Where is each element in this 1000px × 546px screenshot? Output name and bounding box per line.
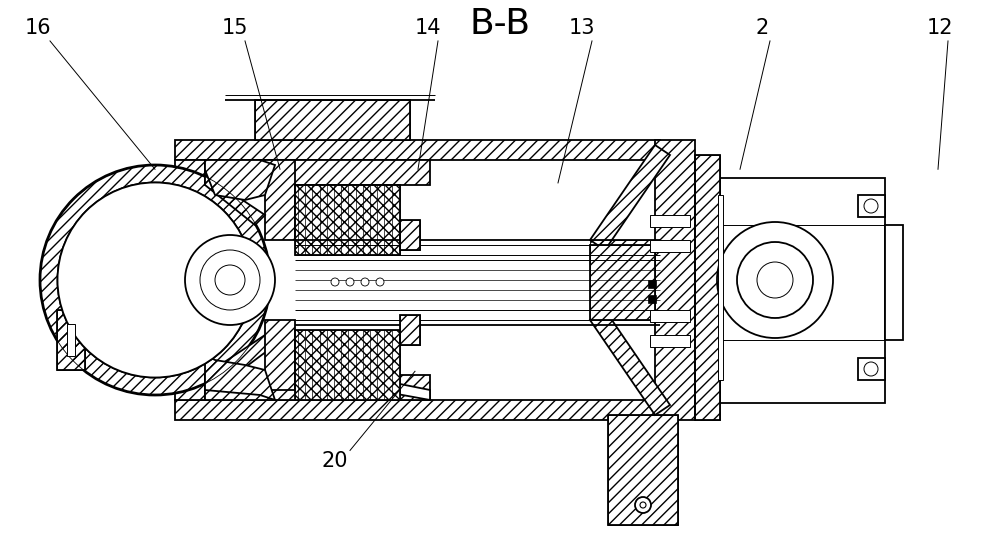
Polygon shape	[655, 140, 695, 420]
Polygon shape	[205, 175, 265, 225]
Bar	[650, 310, 690, 322]
Bar	[295, 330, 400, 400]
Bar	[57, 310, 85, 370]
Polygon shape	[590, 145, 670, 250]
Text: 2: 2	[755, 19, 769, 38]
Circle shape	[346, 278, 354, 286]
Bar	[400, 315, 420, 345]
Bar	[608, 415, 678, 525]
Bar	[295, 330, 400, 400]
Text: B-B: B-B	[470, 7, 530, 41]
Bar	[858, 358, 885, 380]
Circle shape	[361, 278, 369, 286]
Bar	[255, 100, 410, 140]
Bar	[885, 225, 903, 340]
Circle shape	[200, 250, 260, 310]
Bar	[400, 220, 420, 250]
Bar	[858, 195, 885, 217]
Text: 12: 12	[927, 19, 953, 38]
Text: 15: 15	[222, 19, 248, 38]
Circle shape	[757, 262, 793, 298]
Bar	[67, 324, 75, 356]
Ellipse shape	[58, 182, 252, 377]
Bar	[718, 195, 723, 380]
Circle shape	[331, 278, 339, 286]
Bar	[695, 155, 720, 420]
Circle shape	[215, 265, 245, 295]
Polygon shape	[205, 160, 430, 185]
Polygon shape	[205, 355, 275, 400]
Text: 14: 14	[415, 19, 441, 38]
Bar	[650, 335, 690, 347]
Bar	[608, 415, 678, 525]
Circle shape	[185, 235, 275, 325]
Ellipse shape	[58, 182, 252, 377]
Circle shape	[635, 497, 651, 513]
Text: 20: 20	[322, 452, 348, 471]
Polygon shape	[175, 400, 660, 420]
Bar	[720, 178, 885, 403]
Bar	[400, 315, 420, 345]
Polygon shape	[175, 160, 205, 400]
Bar	[650, 215, 690, 227]
Circle shape	[737, 242, 813, 318]
Polygon shape	[375, 380, 430, 400]
Bar	[57, 310, 85, 370]
Bar	[648, 295, 656, 303]
Bar	[648, 280, 656, 288]
Bar	[295, 185, 400, 255]
Bar	[695, 155, 720, 420]
Bar	[590, 245, 655, 320]
Bar	[400, 220, 420, 250]
Bar	[590, 240, 655, 320]
Polygon shape	[205, 375, 430, 400]
Bar	[650, 240, 690, 252]
Circle shape	[376, 278, 384, 286]
Bar	[255, 100, 410, 140]
Ellipse shape	[40, 165, 270, 395]
Circle shape	[717, 222, 833, 338]
Circle shape	[640, 502, 646, 508]
Text: 16: 16	[25, 19, 51, 38]
Polygon shape	[590, 310, 670, 415]
Bar	[295, 185, 400, 255]
Polygon shape	[205, 335, 275, 390]
Polygon shape	[265, 160, 295, 240]
Polygon shape	[205, 160, 275, 200]
Circle shape	[864, 362, 878, 376]
Text: 13: 13	[569, 19, 595, 38]
Polygon shape	[175, 140, 660, 160]
Polygon shape	[265, 320, 295, 390]
Circle shape	[864, 199, 878, 213]
